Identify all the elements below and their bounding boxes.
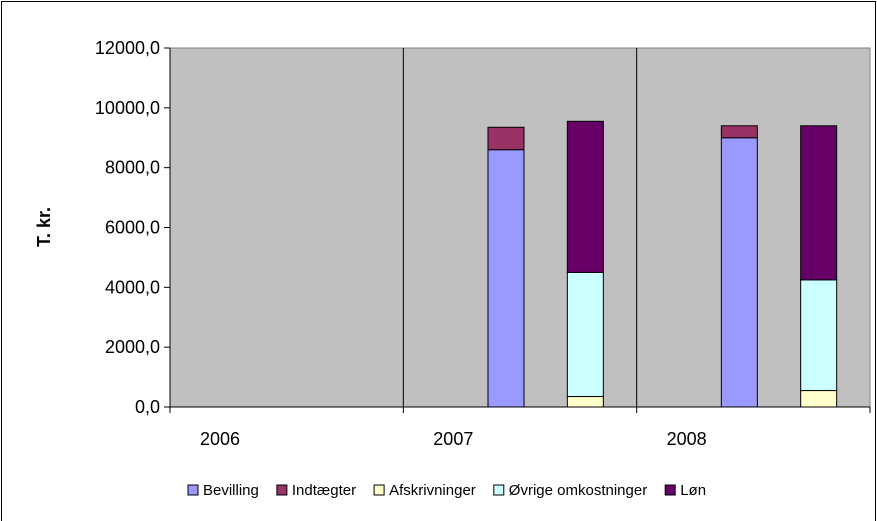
- y-axis-title: T. kr.: [34, 207, 54, 247]
- y-tick-label: 2000,0: [105, 337, 160, 357]
- bar-segment: Løn 2007: [566, 120, 604, 273]
- bar-segment: Afskrivninger 2008: [800, 390, 838, 408]
- legend-label: Øvrige omkostninger: [509, 482, 647, 499]
- bar-segment: Afskrivninger 2007: [566, 396, 604, 408]
- legend-item: Afskrivninger: [373, 482, 476, 499]
- bar-segment: Bevilling 2007: [487, 149, 525, 408]
- y-tick-label: 10000,0: [95, 98, 160, 118]
- legend-label: Bevilling: [203, 482, 259, 499]
- legend-swatch: [493, 484, 505, 496]
- legend-swatch: [373, 484, 385, 496]
- bar-segment: Indtægter 2008: [720, 125, 758, 139]
- bar-segment: Løn 2008: [800, 125, 838, 281]
- legend-swatch: [664, 484, 676, 496]
- x-axis: 2006 2007 2008: [169, 406, 871, 449]
- legend-label: Indtægter: [292, 482, 356, 499]
- x-tick-label: 2008: [667, 429, 707, 449]
- bars: Bevilling 2007Indtægter 2007 Afskrivninge…: [487, 120, 838, 408]
- bar-segment: Indtægter 2007: [487, 126, 525, 151]
- legend-item: Løn: [664, 482, 706, 499]
- legend-swatch: [187, 484, 199, 496]
- legend: Bevilling Indtægter Afskrivninger Øvrige om…: [187, 482, 706, 499]
- x-tick-label: 2006: [200, 429, 240, 449]
- y-tick-label: 0,0: [135, 397, 160, 417]
- y-tick-label: 4000,0: [105, 277, 160, 297]
- y-tick-label: 12000,0: [95, 38, 160, 58]
- x-tick-label: 2007: [433, 429, 473, 449]
- y-tick-label: 6000,0: [105, 218, 160, 238]
- legend-label: Afskrivninger: [389, 482, 476, 499]
- bar-segment: Øvrige omkostninger 2007: [566, 271, 604, 398]
- category-separators: [402, 48, 638, 407]
- y-tick-label: 8000,0: [105, 158, 160, 178]
- legend-item: Øvrige omkostninger: [493, 482, 647, 499]
- legend-item: Indtægter: [276, 482, 356, 499]
- legend-swatch: [276, 484, 288, 496]
- bar-segment: Bevilling 2008: [720, 137, 758, 408]
- legend-label: Løn: [680, 482, 706, 499]
- bar-segment: Øvrige omkostninger 2008: [800, 279, 838, 392]
- legend-item: Bevilling: [187, 482, 259, 499]
- y-axis: 0,0 2000,0 4000,0 6000,0 8000,0 10000,0 12000,…: [95, 38, 171, 417]
